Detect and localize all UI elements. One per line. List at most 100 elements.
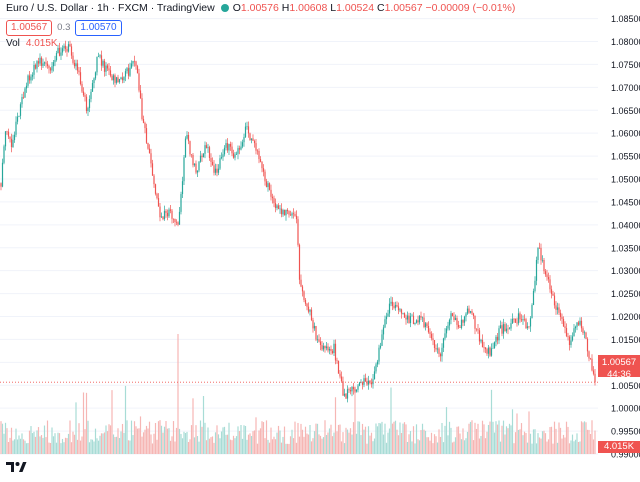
candle-body [222,154,224,158]
candle-body [540,247,542,261]
candle-body [201,155,203,158]
candle-body [120,77,122,80]
symbol-title[interactable]: Euro / U.S. Dollar · 1h · FXCM · Trading… [6,2,215,14]
volume-bar [4,422,7,454]
volume-legend[interactable]: Vol 4.015K [6,38,58,49]
candle-body [361,382,364,385]
volume-bar [451,442,454,454]
volume-bar [33,431,35,454]
volume-bar [117,428,119,454]
candle-body [108,68,110,71]
candle-body [51,66,53,71]
volume-bar [204,422,206,454]
candle-body [106,65,109,69]
volume-bar [415,424,418,454]
candle-body [30,76,32,81]
sell-price-button[interactable]: 1.00567 [6,20,53,36]
candle-body [76,63,79,71]
candle-body [235,153,238,155]
buy-price-button[interactable]: 1.00570 [75,20,122,36]
candle-body [252,138,254,141]
volume-bar [322,437,325,454]
candle-body [147,142,149,149]
candle-body [187,135,190,142]
volume-bar [459,433,461,454]
candle-body [253,140,256,144]
volume-bar [240,425,242,454]
volume-bar [63,442,65,454]
volume-bar [214,432,217,454]
volume-bar [195,425,197,454]
volume-bar [138,428,140,454]
candle-body [72,55,74,63]
candle-body [534,280,536,291]
candle-body [277,205,280,209]
candle-body [577,322,580,325]
volume-bar [538,437,541,454]
candle-body [213,165,215,173]
candle-body [27,75,29,86]
candle-body [532,290,535,305]
volume-bar [184,432,187,454]
candle-body [537,247,539,261]
candle-body [28,75,31,81]
volume-bar [498,420,500,454]
volume-bar [250,435,253,454]
volume-bar [523,431,526,454]
volume-bar [543,430,545,454]
volume-bar [180,433,182,454]
volume-bar [235,436,238,454]
volume-bar [48,442,50,454]
candle-body [513,318,515,320]
volume-bar [382,434,385,454]
candle-body [111,75,113,81]
candle-body [3,146,5,163]
volume-bar [516,413,518,454]
candle-body [48,65,50,69]
candle-body [387,313,389,317]
tradingview-logo-icon[interactable] [5,460,27,474]
candle-body [190,154,193,155]
volume-bar [501,425,503,454]
volume-bar [342,432,344,454]
candle-body [7,131,10,137]
volume-bar [469,421,472,454]
volume-bar [18,435,20,454]
volume-bar [441,423,443,454]
candle-body [157,198,160,207]
volume-bar [448,421,451,454]
candle-body [174,218,176,222]
candle-body [112,75,115,81]
volume-bar [592,439,595,454]
volume-bar [216,425,218,454]
candle-body [99,55,101,57]
candle-body [406,315,409,320]
candle-body [69,44,71,47]
volume-bar [439,436,442,454]
candle-body [97,56,100,57]
candle-body [562,318,565,327]
volume-bar [177,334,179,454]
candle-body [328,349,331,351]
price-axis[interactable]: 1.08500 1.08000 1.07500 1.07000 1.06500 1.060… [611,14,640,459]
candle-body [504,324,506,332]
candle-body [183,157,185,182]
candle-body [79,72,82,84]
volume-bar [79,440,82,454]
volume-bar [67,433,70,454]
volume-bar [51,427,53,454]
volume-bar [75,402,77,454]
volume-bar [591,420,593,454]
candle-body [580,320,583,329]
volume-bar [414,443,416,454]
candle-body [150,153,152,164]
candle-body [283,209,286,216]
spread-value: 0.3 [57,22,71,33]
candle-body [382,327,385,335]
volume-bar [258,430,260,454]
volume-bar [298,436,301,454]
volume-bar [505,426,508,454]
volume-bar [267,439,269,454]
